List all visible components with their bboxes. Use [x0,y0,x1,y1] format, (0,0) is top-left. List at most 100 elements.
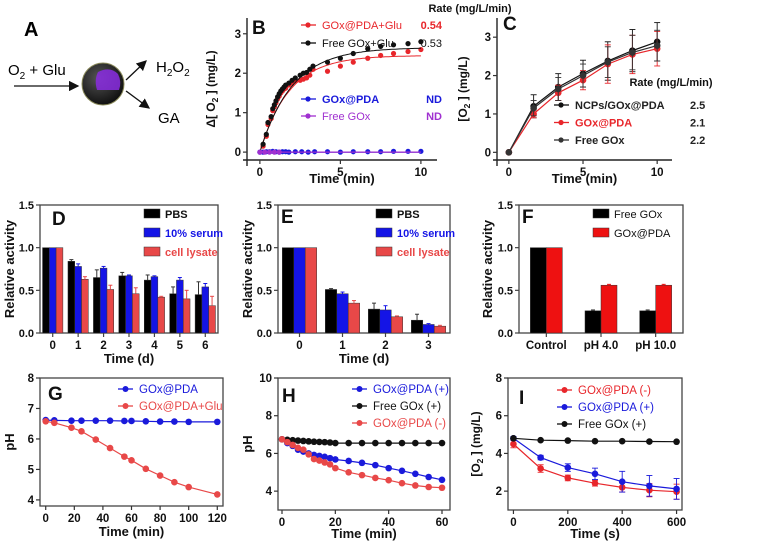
x-tick-label: 600 [667,517,686,529]
x-tick-label: 5 [337,167,344,179]
data-point [591,479,599,487]
data-point [510,440,517,448]
data-point [263,131,269,137]
data-point [50,419,58,427]
bar [639,310,656,334]
panel-letter: F [522,207,534,228]
y-axis-label: Relative activity [2,219,17,318]
bar [55,247,64,334]
data-point [438,476,446,484]
y-axis-label: [O2 ] (mg/L) [469,411,485,476]
y-axis-label: Relative activity [480,219,495,318]
data-point [213,491,221,498]
product-ga-label: GA [158,110,180,127]
data-point [646,438,653,445]
y-tick-label: 0.0 [498,328,513,340]
data-point [128,456,135,464]
x-tick-label: 80 [154,513,167,525]
legend-swatch [143,208,161,219]
label-part: [O [469,463,483,476]
legend-label: GOx@PDA (+) [373,384,449,396]
bar [530,247,547,334]
data-point [262,149,268,155]
panel-letter: I [519,388,524,409]
x-axis-label: Time (d) [339,351,389,366]
y-tick-label: 8 [266,411,273,423]
data-point [438,484,446,492]
legend-rate: ND [426,94,442,106]
x-tick-label: 0 [279,517,285,529]
data-point [92,417,100,424]
product-h2o2-label: H2O2 [156,59,190,79]
x-tick-label: 6 [202,340,208,352]
reactants-label: O2 + Glu [8,62,66,82]
legend-label: Free GOx+Glu [322,38,394,50]
legend-swatch [143,246,161,257]
data-point [310,438,318,446]
data-point [345,439,352,447]
data-point [418,148,424,154]
bar [293,247,306,334]
legend-marker [561,387,568,393]
legend-marker [356,420,363,426]
data-point [332,464,339,472]
panel-a-schematic: A O2 + Glu H2O2 GA [8,19,190,127]
y-axis-label: pH [240,435,255,452]
data-point [156,472,164,479]
panel-h: HpH Time (min) 4 6 8 10 0 20 40 60 GOx@PDA (+) Free… [240,373,451,541]
bar [347,302,360,334]
data-point [185,483,192,491]
bar [368,308,381,334]
data-point [591,437,599,445]
data-point [326,461,334,468]
x-tick-label: 0 [510,517,516,529]
data-point [604,58,612,66]
legend-label: GOx@PDA+Glu [139,401,223,413]
legend-label: Free GOx (+) [578,419,646,431]
data-point [418,39,424,45]
data-point [390,148,397,154]
x-tick-label: pH 4.0 [584,340,619,352]
data-point [398,479,406,487]
data-point [213,418,221,426]
data-point [537,465,544,472]
x-tick-label: 60 [436,517,449,529]
data-point [303,69,310,76]
data-point [345,468,352,476]
label-subscript: 2 [210,97,220,102]
legend-swatch [375,227,393,238]
data-point [629,49,636,56]
x-axis-label: Time (min) [331,526,397,541]
data-point [358,471,366,479]
data-point [564,437,572,444]
bar [208,305,216,334]
legend-label: PBS [397,209,420,221]
y-tick-label: 2 [485,71,491,83]
panel-e: E Relative activity Time (d) 0.0 0.5 1.0 1.5 0 1… [240,200,455,366]
data-point [316,457,323,464]
y-axis-label: [O2 ] (mg/L) [456,56,472,121]
x-tick-label: 5 [580,167,587,179]
bar [194,294,203,334]
legend-swatch [375,246,393,257]
data-point [316,452,323,460]
data-point [106,444,114,452]
panel-letter: B [252,18,266,39]
data-point [365,55,371,61]
data-point [530,104,537,112]
data-point [673,485,680,493]
output-arrow-bottom [125,90,151,109]
enzyme-core-icon [95,69,121,90]
data-point [505,149,513,156]
bar [422,324,435,334]
data-point [554,85,562,93]
bar [584,310,602,334]
data-point [350,59,356,65]
panel-letter-a: A [24,19,38,41]
bar [106,289,114,334]
data-point [324,68,331,74]
legend-label: Free GOx [322,111,371,123]
data-point [142,465,150,473]
